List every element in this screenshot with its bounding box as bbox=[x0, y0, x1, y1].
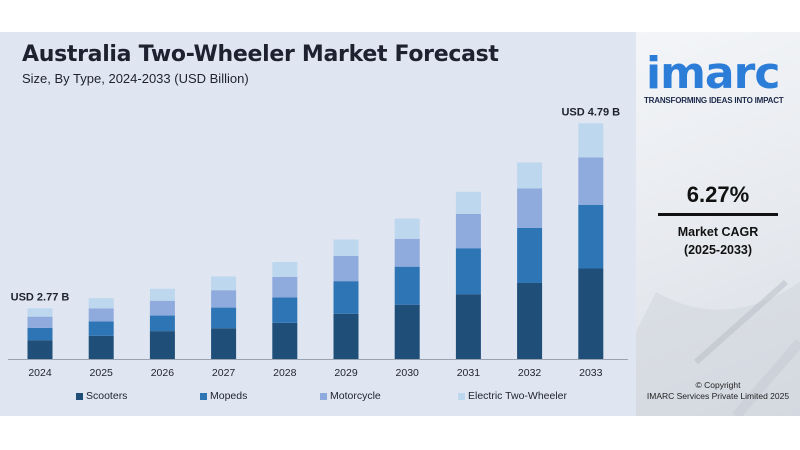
bar-segment-2032-0 bbox=[517, 282, 543, 359]
legend-item: Mopeds bbox=[200, 390, 247, 402]
x-tick-label: 2032 bbox=[518, 367, 542, 379]
total-annotation: USD 4.79 B bbox=[561, 106, 620, 118]
bar-segment-2029-2 bbox=[333, 255, 359, 282]
bar-segment-2026-1 bbox=[149, 315, 175, 332]
bar-segment-2033-3 bbox=[578, 123, 604, 158]
bar-segment-2032-2 bbox=[517, 188, 543, 228]
legend-swatch bbox=[76, 392, 83, 400]
bar-segment-2024-1 bbox=[27, 327, 53, 341]
legend-item: Motorcycle bbox=[320, 390, 381, 402]
bar-segment-2030-3 bbox=[394, 218, 420, 239]
chart-subtitle: Size, By Type, 2024-2033 (USD Billion) bbox=[22, 71, 249, 86]
legend-swatch bbox=[458, 392, 465, 400]
bar-segment-2025-0 bbox=[88, 335, 114, 359]
x-tick-label: 2024 bbox=[28, 367, 52, 379]
bar-segment-2029-3 bbox=[333, 239, 359, 256]
bar-segment-2030-2 bbox=[394, 238, 420, 267]
bar-segment-2025-1 bbox=[88, 321, 114, 336]
bar-segment-2026-2 bbox=[149, 300, 175, 316]
legend-swatch bbox=[200, 392, 207, 400]
bar-segment-2033-2 bbox=[578, 157, 604, 205]
x-tick-label: 2029 bbox=[334, 367, 358, 379]
bar-segment-2029-1 bbox=[333, 281, 359, 314]
bar-segment-2030-1 bbox=[394, 266, 420, 305]
bar-segment-2028-3 bbox=[272, 261, 298, 277]
bar-segment-2026-3 bbox=[149, 288, 175, 301]
cagr-value: 6.27% bbox=[686, 182, 750, 207]
bar-segment-2029-0 bbox=[333, 313, 359, 359]
bar-segment-2024-0 bbox=[27, 340, 53, 359]
x-tick-label: 2028 bbox=[273, 367, 297, 379]
bar-segment-2027-2 bbox=[211, 290, 237, 308]
bar-segment-2031-0 bbox=[455, 294, 481, 359]
bar-segment-2033-1 bbox=[578, 204, 604, 269]
legend-label: Scooters bbox=[86, 390, 128, 402]
chart-title: Australia Two-Wheeler Market Forecast bbox=[22, 42, 499, 67]
bar-segment-2025-3 bbox=[88, 298, 114, 309]
bar-segment-2031-3 bbox=[455, 191, 481, 214]
total-annotation: USD 2.77 B bbox=[11, 291, 70, 303]
bar-segment-2032-3 bbox=[517, 162, 543, 189]
bar-segment-2027-0 bbox=[211, 328, 237, 359]
bar-segment-2031-2 bbox=[455, 213, 481, 249]
imarc-logo: imarc bbox=[646, 48, 780, 99]
bar-segment-2024-3 bbox=[27, 308, 53, 317]
legend-label: Electric Two-Wheeler bbox=[468, 390, 568, 402]
x-tick-label: 2030 bbox=[396, 367, 420, 379]
x-tick-label: 2033 bbox=[579, 367, 603, 379]
legend-item: Scooters bbox=[76, 390, 127, 402]
background-graphic bbox=[636, 279, 800, 416]
bar-segment-2033-0 bbox=[578, 268, 604, 359]
cagr-label: Market CAGR bbox=[677, 225, 759, 239]
legend-label: Motorcycle bbox=[330, 390, 381, 402]
x-tick-label: 2026 bbox=[151, 367, 175, 379]
bar-segment-2031-1 bbox=[455, 248, 481, 295]
company-name: IMARC Services Private Limited 2025 bbox=[646, 391, 790, 401]
bar-segment-2030-0 bbox=[394, 304, 420, 359]
x-tick-label: 2031 bbox=[457, 367, 481, 379]
bar-segment-2028-0 bbox=[272, 322, 298, 359]
bar-segment-2024-2 bbox=[27, 316, 53, 328]
bar-segment-2028-2 bbox=[272, 276, 298, 298]
bar-segment-2027-1 bbox=[211, 307, 237, 329]
legend-swatch bbox=[320, 392, 327, 400]
brand-tagline: TRANSFORMING IDEAS INTO IMPACT bbox=[644, 96, 784, 105]
legend-item: Electric Two-Wheeler bbox=[458, 390, 567, 402]
cagr-period: (2025-2033) bbox=[683, 243, 753, 257]
legend-label: Mopeds bbox=[210, 390, 248, 402]
bar-segment-2028-1 bbox=[272, 297, 298, 323]
bar-segment-2025-2 bbox=[88, 308, 114, 322]
bar-segment-2026-0 bbox=[149, 331, 175, 359]
bar-chart: 2024 USD 2.77 B 2025 2026 2027 2028 2029 2030 20… bbox=[8, 106, 628, 379]
bar-segment-2032-1 bbox=[517, 227, 543, 283]
x-tick-label: 2025 bbox=[90, 367, 114, 379]
side-panel: imarc TRANSFORMING IDEAS INTO IMPACT 6.2… bbox=[636, 32, 800, 416]
x-tick-label: 2027 bbox=[212, 367, 236, 379]
copyright-text: © Copyright bbox=[695, 380, 741, 390]
cagr-divider bbox=[658, 213, 778, 216]
bar-segment-2027-3 bbox=[211, 276, 237, 291]
